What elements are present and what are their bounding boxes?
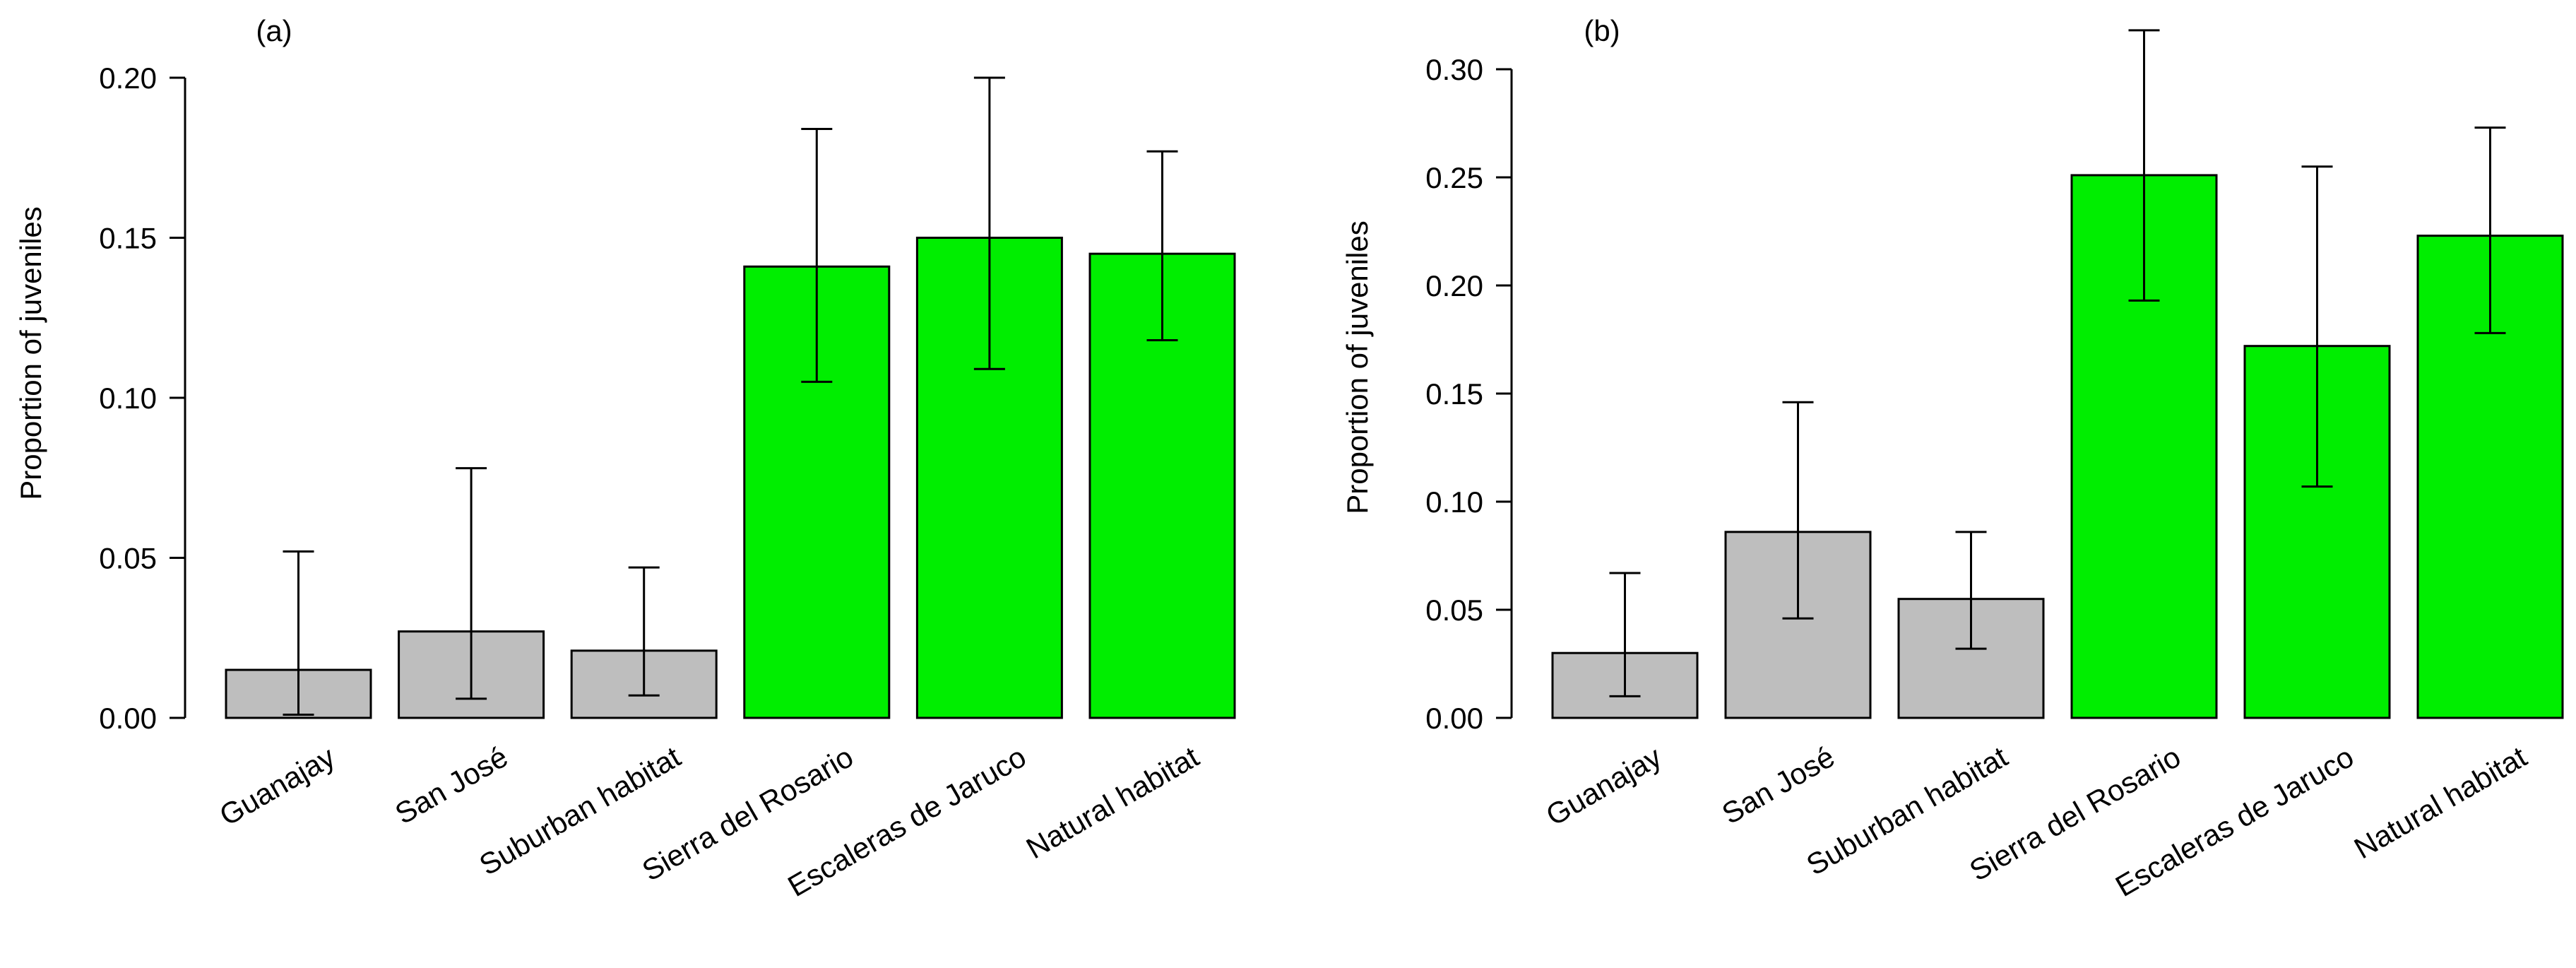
y-tick-label: 0.10 [99,382,157,415]
chart-panel-b: (b) Proportion of juveniles 0.00 0.05 0.10 0.… [1341,14,2564,903]
chart-panel-a: (a) Proportion of juveniles 0.00 0.05 0.10 0.… [14,14,1236,903]
x-tick-label: Natural habitat [2349,740,2532,865]
x-tick-label: San José [1716,740,1840,830]
y-tick-label: 0.20 [99,61,157,95]
y-tick-label: 0.10 [1425,485,1483,519]
y-tick-label: 0.15 [99,222,157,255]
x-tick-label: San José [389,740,513,830]
y-tick-label: 0.25 [1425,161,1483,194]
x-tick-label: Natural habitat [1021,740,1204,865]
y-axis-label: Proportion of juveniles [1341,220,1374,514]
panel-label: (a) [256,14,292,47]
y-tick-label: 0.05 [1425,594,1483,627]
y-axis-label: Proportion of juveniles [14,206,47,500]
y-tick-label: 0.30 [1425,53,1483,86]
y-tick-label: 0.20 [1425,269,1483,302]
x-tick-label: Guanajay [1541,740,1667,832]
y-tick-label: 0.00 [1425,702,1483,735]
y-tick-label: 0.05 [99,542,157,575]
y-tick-label: 0.15 [1425,377,1483,411]
y-tick-label: 0.00 [99,702,157,735]
panel-label: (b) [1584,14,1620,47]
x-tick-label: Guanajay [214,740,340,832]
